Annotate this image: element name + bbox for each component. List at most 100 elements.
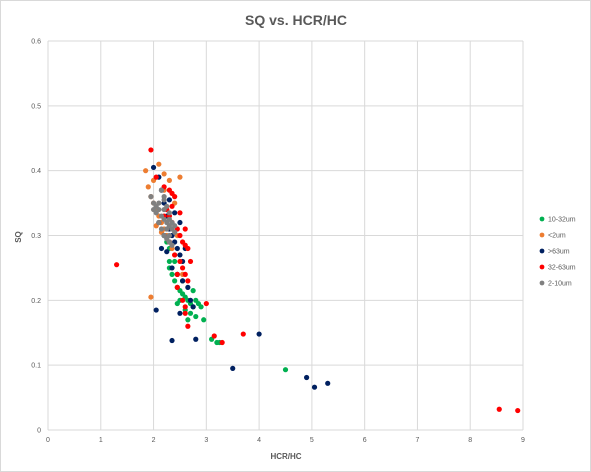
data-point: [193, 313, 199, 320]
data-point: [172, 229, 178, 235]
data-point: [174, 245, 180, 252]
data-point: [164, 249, 170, 255]
x-tick-label: 2: [152, 437, 156, 444]
data-point: [256, 331, 262, 337]
y-axis-title: SQ: [14, 231, 23, 243]
data-point: [182, 304, 188, 310]
data-point: [158, 187, 165, 193]
data-points: [114, 147, 521, 414]
data-point: [185, 323, 191, 329]
data-point: [179, 265, 186, 271]
x-tick-label: 0: [46, 437, 50, 444]
x-tick-label: 9: [521, 437, 525, 444]
series-2: [150, 164, 331, 390]
data-point: [148, 194, 154, 200]
data-point: [166, 177, 172, 183]
data-point: [185, 284, 191, 290]
x-axis-title: HCR/HC: [270, 452, 301, 461]
data-point: [169, 337, 175, 344]
data-point: [172, 210, 178, 216]
data-point: [143, 168, 149, 174]
data-point: [169, 242, 175, 248]
legend-entry: 10-32um: [548, 217, 576, 224]
data-point: [177, 219, 183, 226]
data-point: [169, 265, 175, 271]
data-point: [172, 194, 178, 200]
x-tick-label: 3: [204, 437, 208, 444]
data-point: [187, 297, 194, 303]
data-point: [182, 271, 188, 277]
data-point: [148, 294, 154, 300]
legend-entry: 32-63um: [548, 265, 576, 272]
data-point: [177, 310, 183, 316]
data-point: [177, 174, 183, 180]
data-point: [187, 310, 194, 316]
data-point: [174, 284, 180, 290]
data-point: [179, 297, 186, 303]
data-point: [166, 232, 172, 239]
y-tick-label: 0: [37, 428, 41, 435]
x-tick-label: 8: [468, 437, 472, 444]
y-tick-label: 0.5: [31, 103, 41, 110]
data-point: [153, 307, 159, 313]
data-point: [211, 333, 217, 339]
data-point: [148, 147, 154, 153]
y-tick-label: 0.3: [31, 233, 41, 240]
data-point: [179, 278, 186, 284]
data-point: [198, 304, 204, 310]
grid-lines: [47, 40, 524, 431]
data-point: [158, 226, 165, 232]
data-point: [201, 317, 207, 323]
data-point: [515, 407, 521, 414]
data-point: [156, 200, 162, 206]
data-point: [182, 226, 188, 232]
y-tick-label: 0.4: [31, 168, 41, 175]
data-point: [169, 271, 175, 277]
data-point: [166, 258, 172, 265]
data-point: [150, 206, 157, 213]
data-point: [174, 271, 180, 277]
data-point: [172, 252, 178, 258]
data-point: [185, 245, 191, 252]
legend-marker: [539, 280, 545, 286]
data-point: [219, 339, 225, 346]
legend-marker: [539, 216, 545, 222]
data-point: [177, 232, 183, 239]
legend-entry: 2-10um: [548, 281, 572, 288]
data-point: [161, 171, 167, 177]
data-point: [166, 197, 172, 203]
data-point: [172, 278, 178, 284]
data-point: [203, 300, 209, 307]
data-point: [177, 210, 183, 216]
data-point: [182, 310, 188, 316]
data-point: [187, 258, 194, 265]
data-point: [166, 216, 172, 222]
data-point: [150, 164, 157, 171]
data-point: [158, 245, 165, 252]
data-point: [161, 206, 167, 213]
data-point: [172, 223, 178, 229]
data-point: [156, 219, 162, 226]
tick-labels: 0 1 2 3 4 5 6 7 8 9 0 0.1 0.2 0.3 0.4 0.5 0.6: [31, 39, 525, 445]
x-tick-label: 4: [257, 437, 261, 444]
data-point: [311, 384, 318, 390]
legend: 10-32um <2um >63um 32-63um 2-10um: [539, 216, 576, 288]
legend-marker: [539, 264, 545, 270]
data-point: [190, 304, 196, 310]
y-tick-label: 0.6: [31, 39, 41, 46]
series-4: [148, 187, 178, 248]
data-point: [114, 262, 120, 268]
data-point: [240, 331, 246, 337]
x-tick-label: 6: [363, 437, 367, 444]
data-point: [153, 174, 159, 180]
y-tick-label: 0.2: [31, 298, 41, 305]
data-point: [185, 317, 191, 323]
data-point: [166, 210, 172, 216]
data-point: [325, 380, 331, 386]
data-point: [174, 300, 180, 307]
legend-marker: [539, 232, 545, 238]
data-point: [161, 194, 167, 200]
data-point: [496, 406, 502, 412]
chart-title: SQ vs. HCR/HC: [245, 12, 347, 28]
